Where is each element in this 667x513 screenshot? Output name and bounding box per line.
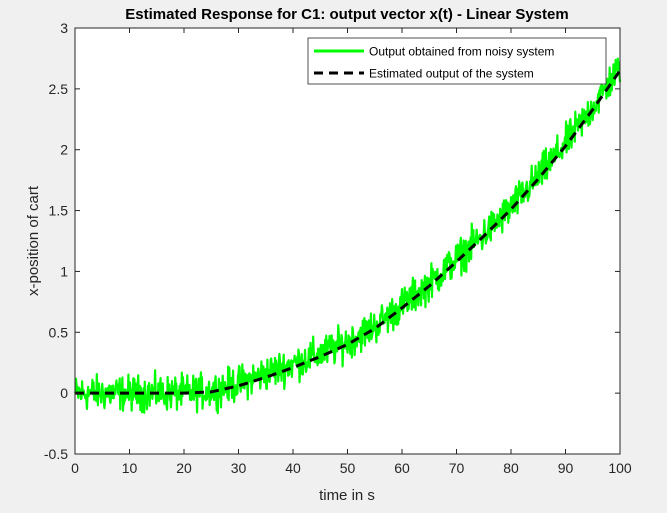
x-axis-label: time in s — [319, 487, 375, 504]
legend-label-estimated: Estimated output of the system — [369, 67, 534, 81]
y-tick-label-6: 2.5 — [49, 81, 69, 97]
y-tick-label-4: 1.5 — [49, 203, 69, 219]
y-tick-label-5: 2 — [60, 142, 68, 158]
x-tick-label-7: 70 — [449, 460, 465, 476]
x-tick-label-5: 50 — [340, 460, 356, 476]
x-tick-label-1: 10 — [122, 460, 138, 476]
legend: Output obtained from noisy system Estima… — [307, 37, 607, 85]
y-tick-label-3: 1 — [60, 263, 68, 279]
x-tick-label-4: 40 — [285, 460, 301, 476]
legend-box — [307, 37, 607, 85]
data-lines — [73, 57, 622, 415]
x-tick-label-10: 100 — [608, 460, 632, 476]
x-tick-label-3: 30 — [231, 460, 247, 476]
y-tick-label-7: 3 — [60, 20, 68, 36]
y-axis-label: x-position of cart — [25, 185, 42, 296]
plot-area — [75, 28, 620, 454]
x-tick-label-8: 80 — [503, 460, 519, 476]
x-tick-label-2: 20 — [176, 460, 192, 476]
chart-title: Estimated Response for C1: output vector… — [125, 6, 568, 23]
y-tick-label-2: 0.5 — [49, 324, 69, 340]
x-tick-label-9: 90 — [558, 460, 574, 476]
series-estimated-line — [75, 69, 622, 395]
y-axis: -0.5 0 0.5 1 1.5 2 2.5 3 — [44, 20, 620, 462]
legend-label-noisy: Output obtained from noisy system — [369, 45, 554, 59]
x-tick-label-0: 0 — [71, 460, 79, 476]
y-tick-label-0: -0.5 — [44, 446, 68, 462]
x-tick-label-6: 60 — [394, 460, 410, 476]
y-tick-label-1: 0 — [60, 385, 68, 401]
x-axis: 0 10 20 30 40 50 60 70 80 90 100 — [71, 28, 632, 476]
